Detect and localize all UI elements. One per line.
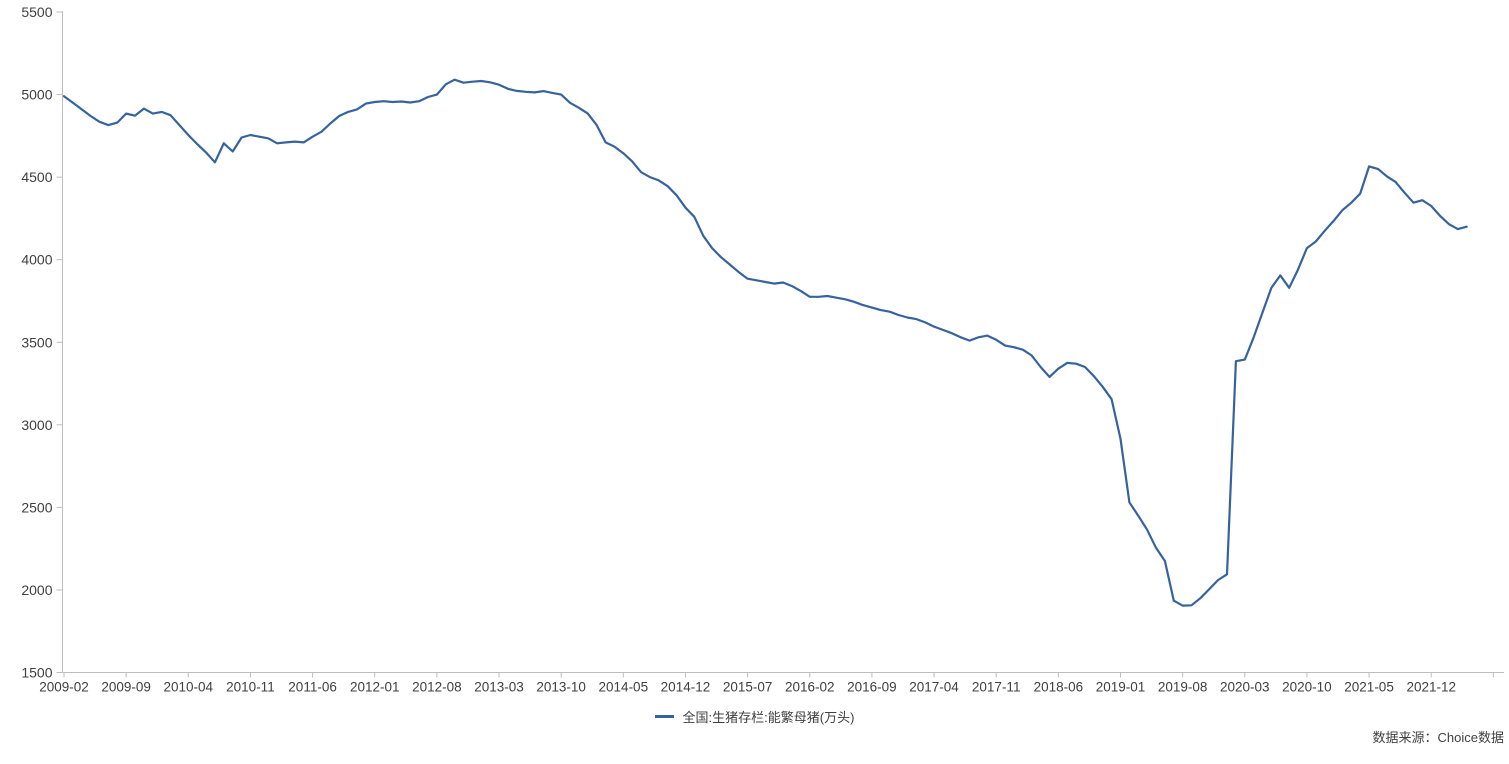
x-axis-label: 2012-08 <box>412 680 462 695</box>
x-axis-label: 2021-05 <box>1344 680 1394 695</box>
x-axis-label: 2016-02 <box>785 680 835 695</box>
x-axis-label: 2014-12 <box>661 680 711 695</box>
y-axis-label: 1500 <box>21 665 52 681</box>
x-axis-label: 2012-01 <box>350 680 400 695</box>
x-axis-label: 2019-01 <box>1096 680 1146 695</box>
data-source-note: 数据来源：Choice数据 <box>1372 730 1504 745</box>
x-axis-label: 2010-11 <box>226 680 275 695</box>
y-axis-label: 2000 <box>21 582 52 598</box>
series-line-breeding-sows <box>62 78 1468 607</box>
legend-line-marker-icon <box>654 715 674 718</box>
x-axis-label: 2017-11 <box>972 680 1021 695</box>
x-axis-label: 2011-06 <box>288 680 337 695</box>
legend-series-label: 全国:生猪存栏:能繁母猪(万头) <box>682 710 855 725</box>
x-axis-label: 2017-04 <box>909 680 959 695</box>
x-axis-label: 2020-03 <box>1220 680 1270 695</box>
y-axis-label: 3500 <box>21 334 52 350</box>
x-axis-label: 2019-08 <box>1158 680 1208 695</box>
y-axis-label: 4000 <box>21 252 52 268</box>
y-axis-label: 5000 <box>21 87 52 103</box>
x-axis-label: 2016-09 <box>847 680 897 695</box>
y-axis-label: 5500 <box>21 4 52 20</box>
y-axis-label: 3000 <box>21 417 52 433</box>
x-axis-label: 2013-03 <box>474 680 524 695</box>
x-axis-label: 2009-09 <box>101 680 151 695</box>
y-axis-label: 2500 <box>21 499 52 515</box>
x-axis-label: 2013-10 <box>536 680 586 695</box>
x-axis-label: 2020-10 <box>1282 680 1332 695</box>
chart-legend: 全国:生猪存栏:能繁母猪(万头) <box>0 707 1509 726</box>
y-axis-label: 4500 <box>21 169 52 185</box>
x-axis-label: 2009-02 <box>39 680 89 695</box>
x-axis-label: 2010-04 <box>164 680 214 695</box>
x-axis-label: 2018-06 <box>1034 680 1084 695</box>
x-axis-label: 2014-05 <box>599 680 649 695</box>
x-axis-label: 2021-12 <box>1406 680 1456 695</box>
x-axis-label: 2015-07 <box>723 680 773 695</box>
